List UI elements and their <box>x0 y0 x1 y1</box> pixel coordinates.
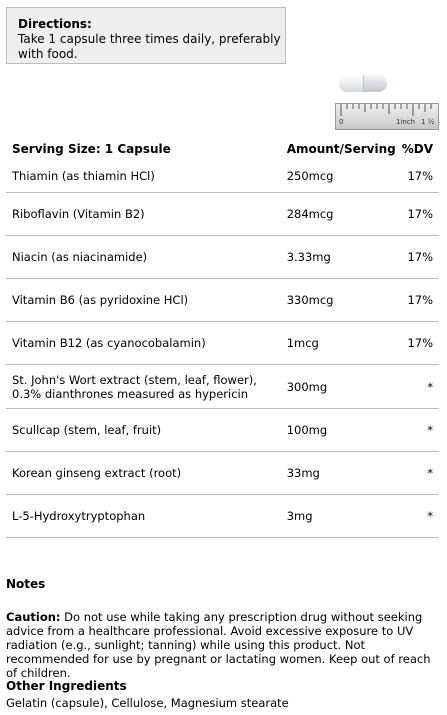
ingredient-amount: 330mcg <box>280 278 396 322</box>
table-row: L-5-Hydroxytryptophan 3mg * <box>6 494 439 538</box>
ingredient-name: Riboflavin (Vitamin B2) <box>6 192 281 236</box>
ingredient-dv: * <box>395 364 439 409</box>
notes-heading: Notes <box>6 577 46 591</box>
dv-header: %DV <box>401 142 433 156</box>
ingredient-name: Niacin (as niacinamide) <box>6 235 281 279</box>
ingredient-name: Scullcap (stem, leaf, fruit) <box>6 408 281 452</box>
ingredient-amount: 284mcg <box>280 192 396 236</box>
caution-text: Caution: Do not use while taking any pre… <box>6 610 442 680</box>
ingredient-dv: * <box>395 494 439 538</box>
ingredient-dv: 17% <box>395 192 439 236</box>
ruler-icon: 0 1inch 1 ½ <box>335 103 439 130</box>
directions-title: Directions: <box>18 17 92 31</box>
directions-box: Directions: Take 1 capsule three times d… <box>6 7 286 64</box>
capsule-icon <box>339 75 387 92</box>
ingredient-dv: 17% <box>395 235 439 279</box>
supplement-facts-table: Serving Size: 1 Capsule Amount/Serving %… <box>6 138 439 538</box>
table-row: Vitamin B6 (as pyridoxine HCl) 330mcg 17… <box>6 278 439 322</box>
caution-body: Do not use while taking any prescription… <box>6 610 431 680</box>
table-header-row: Serving Size: 1 Capsule Amount/Serving %… <box>6 138 439 160</box>
ingredient-name: Vitamin B6 (as pyridoxine HCl) <box>6 278 281 322</box>
caution-label: Caution: <box>6 610 61 624</box>
serving-size-header: Serving Size: 1 Capsule <box>12 142 171 156</box>
ingredient-dv: * <box>395 451 439 495</box>
ingredient-amount: 3mg <box>280 494 396 538</box>
ingredient-dv: 17% <box>395 321 439 365</box>
ruler-label-inch: 1inch <box>396 118 416 126</box>
ruler-ticks <box>340 104 432 116</box>
ruler-label-end: 1 ½ <box>421 118 435 126</box>
ingredient-dv: * <box>395 408 439 452</box>
ingredient-name: St. John's Wort extract (stem, leaf, flo… <box>6 364 281 409</box>
ingredient-name: Thiamin (as thiamin HCl) <box>12 169 155 183</box>
ingredient-amount: 1mcg <box>280 321 396 365</box>
ruler-label-zero: 0 <box>339 118 344 126</box>
table-row: Vitamin B12 (as cyanocobalamin) 1mcg 17% <box>6 321 439 365</box>
ingredient-name: Vitamin B12 (as cyanocobalamin) <box>6 321 281 365</box>
table-row: Thiamin (as thiamin HCl) 250mcg 17% <box>6 160 439 193</box>
other-ingredients-text: Gelatin (capsule), Cellulose, Magnesium … <box>6 696 289 710</box>
directions-text: Take 1 capsule three times daily, prefer… <box>18 32 281 61</box>
table-row: Riboflavin (Vitamin B2) 284mcg 17% <box>6 192 439 236</box>
amount-header: Amount/Serving <box>286 142 396 156</box>
other-ingredients-heading: Other Ingredients <box>6 679 127 693</box>
ingredient-amount: 100mg <box>280 408 396 452</box>
ingredient-amount: 33mg <box>280 451 396 495</box>
ingredient-name: Korean ginseng extract (root) <box>6 451 281 495</box>
table-row: St. John's Wort extract (stem, leaf, flo… <box>6 364 439 409</box>
table-row: Korean ginseng extract (root) 33mg * <box>6 451 439 495</box>
ingredient-amount: 250mcg <box>286 169 334 183</box>
ingredient-name: L-5-Hydroxytryptophan <box>6 494 281 538</box>
ingredient-dv: 17% <box>395 278 439 322</box>
ingredient-amount: 300mg <box>280 364 396 409</box>
ingredient-amount: 3.33mg <box>280 235 396 279</box>
ingredient-dv: 17% <box>407 169 433 183</box>
table-row: Scullcap (stem, leaf, fruit) 100mg * <box>6 408 439 452</box>
table-row: Niacin (as niacinamide) 3.33mg 17% <box>6 235 439 279</box>
